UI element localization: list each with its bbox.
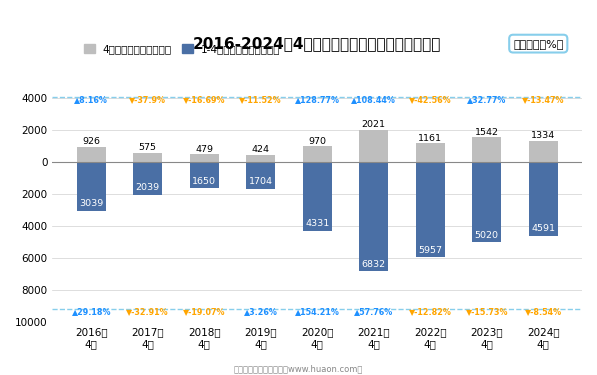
Text: 1542: 1542 xyxy=(475,128,498,136)
Bar xyxy=(472,137,501,162)
Bar xyxy=(303,162,332,231)
Text: ▲32.77%: ▲32.77% xyxy=(467,94,506,104)
Text: 575: 575 xyxy=(139,143,157,152)
Text: ▲3.26%: ▲3.26% xyxy=(244,307,278,316)
Text: 2039: 2039 xyxy=(136,183,160,192)
Text: ▲57.76%: ▲57.76% xyxy=(354,307,393,316)
Text: 1650: 1650 xyxy=(192,177,216,186)
Text: 970: 970 xyxy=(308,137,326,146)
Text: 4591: 4591 xyxy=(531,224,555,232)
Text: 同比增速（%）: 同比增速（%） xyxy=(513,39,564,49)
Text: 5957: 5957 xyxy=(418,246,442,255)
Text: 5020: 5020 xyxy=(475,231,498,240)
Text: ▼-15.73%: ▼-15.73% xyxy=(466,307,508,316)
Text: 2021: 2021 xyxy=(362,120,386,129)
Text: ▼-37.9%: ▼-37.9% xyxy=(129,94,166,104)
Text: 3039: 3039 xyxy=(79,199,103,208)
Bar xyxy=(359,162,389,272)
Text: 制图：华经产业研究院（www.huaon.com）: 制图：华经产业研究院（www.huaon.com） xyxy=(234,364,363,373)
Bar xyxy=(528,162,558,236)
Bar xyxy=(133,153,162,162)
Text: ▼-11.52%: ▼-11.52% xyxy=(239,94,282,104)
Text: ▲154.21%: ▲154.21% xyxy=(295,307,340,316)
Text: ▲8.16%: ▲8.16% xyxy=(74,94,108,104)
Text: ▲128.77%: ▲128.77% xyxy=(295,94,340,104)
Bar xyxy=(76,147,106,162)
Text: 479: 479 xyxy=(195,145,213,154)
Text: ▲29.18%: ▲29.18% xyxy=(72,307,111,316)
Title: 2016-2024年4月大连商品交易所豆油期货成交量: 2016-2024年4月大连商品交易所豆油期货成交量 xyxy=(193,36,441,51)
Text: 1334: 1334 xyxy=(531,131,555,140)
Bar xyxy=(472,162,501,242)
Text: ▼-42.56%: ▼-42.56% xyxy=(409,94,451,104)
Legend: 4月期货成交量（万手）, 1-4月期货成交量（万手）: 4月期货成交量（万手）, 1-4月期货成交量（万手） xyxy=(84,44,281,54)
Text: ▼-12.82%: ▼-12.82% xyxy=(409,307,452,316)
Bar xyxy=(76,162,106,211)
Bar xyxy=(190,154,219,162)
Text: 926: 926 xyxy=(82,138,100,147)
Text: 6832: 6832 xyxy=(362,260,386,268)
Text: ▲108.44%: ▲108.44% xyxy=(351,94,396,104)
Text: ▼-19.07%: ▼-19.07% xyxy=(183,307,226,316)
Bar xyxy=(359,129,389,162)
Text: ▼-13.47%: ▼-13.47% xyxy=(522,94,565,104)
Bar xyxy=(133,162,162,195)
Text: 1704: 1704 xyxy=(249,177,273,186)
Text: ▼-16.69%: ▼-16.69% xyxy=(183,94,226,104)
Text: 1161: 1161 xyxy=(418,134,442,142)
Bar xyxy=(190,162,219,188)
Text: 4331: 4331 xyxy=(305,219,330,228)
Text: 424: 424 xyxy=(252,146,270,154)
Text: ▼-32.91%: ▼-32.91% xyxy=(127,307,169,316)
Bar xyxy=(416,162,445,258)
Bar xyxy=(246,162,275,189)
Bar xyxy=(303,146,332,162)
Bar xyxy=(416,143,445,162)
Bar xyxy=(246,155,275,162)
Bar xyxy=(528,141,558,162)
Text: ▼-8.54%: ▼-8.54% xyxy=(525,307,562,316)
